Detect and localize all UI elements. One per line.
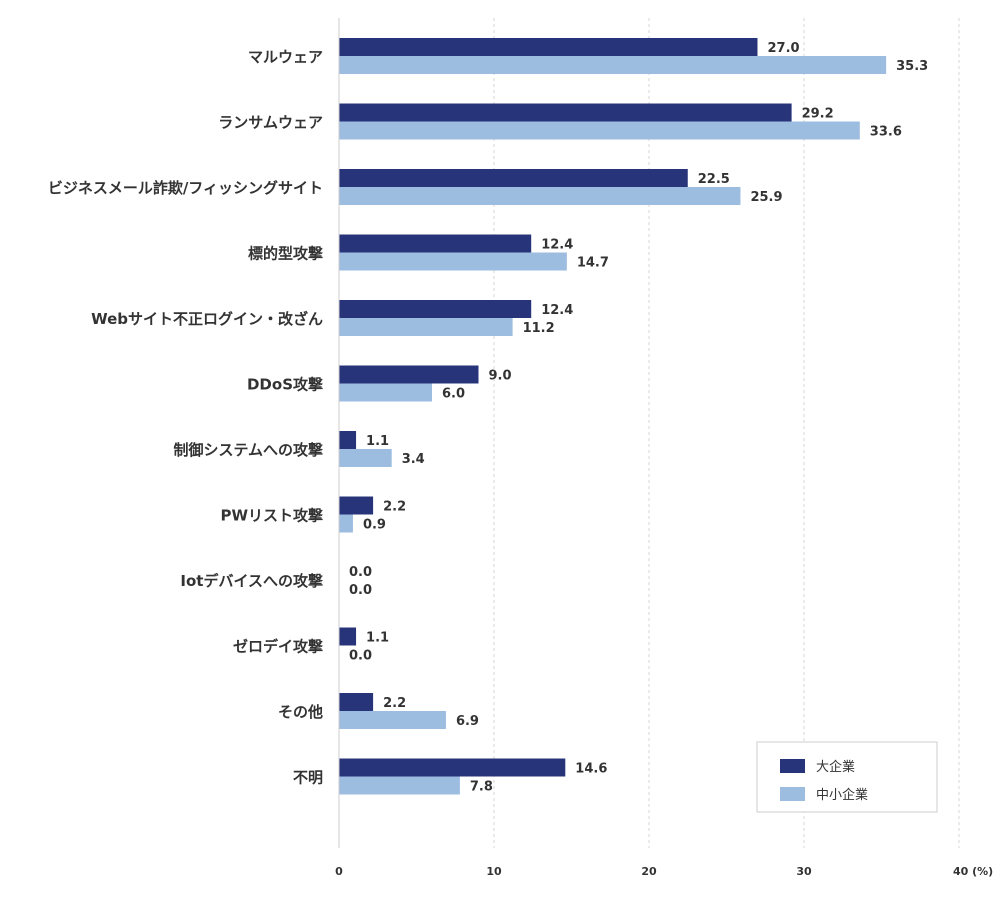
category-label: 不明 — [293, 769, 323, 787]
bar-small — [339, 252, 567, 271]
x-axis-ticks: 0 10 20 30 40 (%) — [335, 865, 993, 878]
value-label: 12.4 — [541, 238, 573, 253]
category-label: ビジネスメール詐欺/フィッシングサイト — [48, 179, 323, 197]
category-label: PWリスト攻撃 — [220, 507, 323, 525]
category-label: ゼロデイ攻撃 — [233, 638, 323, 656]
bar-small — [339, 776, 460, 795]
value-label: 3.4 — [402, 452, 425, 467]
value-label: 2.2 — [383, 696, 406, 711]
bar-small — [339, 121, 860, 140]
category-label: ランサムウェア — [218, 114, 323, 132]
category-label: マルウェア — [248, 48, 323, 66]
bar-small — [339, 56, 887, 74]
bar-large — [339, 693, 374, 711]
bar-small — [339, 711, 446, 729]
category-label: DDoS攻撃 — [247, 376, 323, 394]
bar-large — [339, 496, 374, 515]
bar-large — [339, 234, 532, 253]
value-label: 7.8 — [470, 780, 493, 795]
bar-small — [339, 383, 432, 402]
bar-large — [339, 169, 688, 187]
value-label: 6.0 — [442, 387, 465, 402]
x-tick-label: 0 — [335, 865, 343, 878]
value-label: 35.3 — [896, 59, 928, 74]
bar-large — [339, 38, 758, 56]
category-label: Webサイト不正ログイン・改ざん — [91, 310, 323, 328]
x-tick-label: 40 (%) — [953, 865, 993, 878]
x-tick-label: 20 — [641, 865, 657, 878]
value-label: 0.0 — [349, 565, 372, 580]
bar-large — [339, 627, 357, 646]
legend-label-small: 中小企業 — [816, 787, 868, 803]
value-label: 27.0 — [768, 41, 800, 56]
value-label: 6.9 — [456, 714, 479, 729]
bars-group — [339, 38, 887, 795]
gridlines — [493, 18, 960, 848]
value-label: 0.0 — [349, 649, 372, 664]
legend-swatch-large — [780, 759, 805, 773]
bar-small — [339, 187, 741, 205]
value-label: 1.1 — [366, 434, 389, 449]
category-label: 制御システムへの攻撃 — [173, 441, 323, 459]
legend-swatch-small — [780, 787, 805, 801]
value-label: 22.5 — [698, 172, 730, 187]
value-label: 29.2 — [802, 107, 834, 122]
value-label: 2.2 — [383, 500, 406, 515]
value-label: 11.2 — [523, 321, 555, 336]
value-label: 14.6 — [575, 762, 607, 777]
bar-small — [339, 514, 353, 533]
value-label: 0.9 — [363, 518, 386, 533]
legend: 大企業 中小企業 — [756, 741, 938, 813]
bar-small — [339, 449, 392, 467]
bar-large — [339, 758, 566, 777]
category-label: 標的型攻撃 — [248, 245, 323, 263]
bar-large — [339, 103, 792, 122]
value-label: 12.4 — [541, 303, 573, 318]
bar-large — [339, 300, 532, 318]
legend-label-large: 大企業 — [816, 759, 855, 775]
category-label: その他 — [278, 703, 323, 721]
value-label: 0.0 — [349, 583, 372, 598]
x-tick-label: 10 — [486, 865, 502, 878]
category-label: Iotデバイスへの攻撃 — [180, 572, 323, 590]
bar-small — [339, 318, 513, 336]
bar-large — [339, 431, 357, 449]
value-labels: 27.0 35.3 29.2 33.6 22.5 25.9 12.4 14.7 12.4 11.2… — [349, 41, 928, 795]
value-label: 33.6 — [870, 125, 902, 140]
value-label: 9.0 — [489, 369, 512, 384]
bar-large — [339, 365, 479, 384]
value-label: 1.1 — [366, 631, 389, 646]
value-label: 14.7 — [577, 256, 609, 271]
value-label: 25.9 — [750, 190, 782, 205]
x-tick-label: 30 — [796, 865, 812, 878]
